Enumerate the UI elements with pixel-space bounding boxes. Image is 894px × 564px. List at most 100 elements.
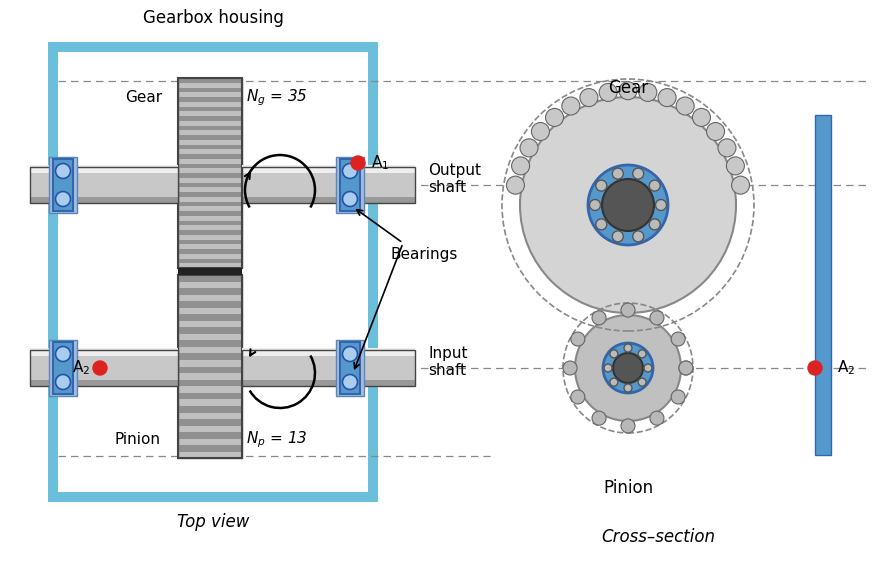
Bar: [340, 159, 360, 211]
Text: A$_2$: A$_2$: [72, 359, 90, 377]
Circle shape: [93, 361, 107, 375]
Circle shape: [671, 390, 685, 404]
Circle shape: [808, 361, 822, 375]
Circle shape: [612, 168, 623, 179]
Text: Cross–section: Cross–section: [601, 528, 715, 546]
Circle shape: [342, 346, 358, 362]
Bar: [178, 393, 242, 399]
Bar: [30, 167, 178, 203]
Text: $N_g$ = 35: $N_g$ = 35: [246, 87, 308, 108]
Text: Pinion: Pinion: [115, 433, 161, 447]
Bar: [815, 115, 831, 455]
Text: A$_1$: A$_1$: [371, 153, 389, 173]
Circle shape: [649, 180, 660, 191]
Bar: [178, 268, 242, 275]
Text: Gear: Gear: [608, 79, 648, 97]
Bar: [178, 192, 242, 197]
Bar: [242, 197, 415, 203]
Circle shape: [650, 311, 664, 325]
Bar: [178, 419, 242, 426]
Circle shape: [693, 108, 711, 126]
Circle shape: [610, 350, 618, 358]
Circle shape: [633, 231, 644, 242]
Circle shape: [531, 122, 550, 140]
Circle shape: [727, 157, 745, 175]
Circle shape: [511, 157, 529, 175]
Bar: [178, 367, 242, 373]
Circle shape: [595, 219, 607, 230]
Circle shape: [55, 164, 71, 178]
Text: A$_2$: A$_2$: [837, 359, 856, 377]
Bar: [178, 87, 242, 92]
Bar: [178, 126, 242, 130]
Bar: [178, 135, 242, 140]
Bar: [30, 165, 178, 173]
Bar: [178, 230, 242, 235]
Bar: [178, 327, 242, 334]
Bar: [30, 348, 178, 356]
Circle shape: [671, 332, 685, 346]
Bar: [178, 78, 242, 83]
Bar: [178, 275, 242, 458]
Circle shape: [604, 364, 612, 372]
Bar: [178, 275, 242, 458]
Bar: [178, 211, 242, 216]
Bar: [336, 157, 364, 213]
Bar: [178, 445, 242, 452]
Bar: [242, 350, 415, 386]
Text: Output
shaft: Output shaft: [428, 163, 481, 195]
Circle shape: [706, 122, 724, 140]
Circle shape: [351, 156, 365, 170]
Circle shape: [638, 378, 646, 386]
Bar: [178, 144, 242, 149]
Circle shape: [624, 344, 632, 352]
Circle shape: [655, 200, 667, 210]
Circle shape: [342, 192, 358, 206]
Text: $N_p$ = 13: $N_p$ = 13: [246, 430, 308, 450]
Circle shape: [575, 315, 681, 421]
Bar: [178, 249, 242, 254]
Circle shape: [676, 97, 694, 115]
Bar: [242, 348, 415, 356]
Circle shape: [506, 176, 525, 194]
Bar: [178, 78, 242, 268]
Circle shape: [592, 411, 606, 425]
Text: Pinion: Pinion: [603, 479, 653, 497]
Circle shape: [588, 165, 668, 245]
Bar: [178, 301, 242, 308]
Bar: [178, 164, 242, 169]
Bar: [49, 340, 77, 396]
Bar: [178, 432, 242, 439]
Circle shape: [649, 219, 660, 230]
Bar: [178, 221, 242, 226]
Bar: [30, 197, 178, 203]
Bar: [178, 116, 242, 121]
Circle shape: [520, 97, 736, 313]
Circle shape: [612, 231, 623, 242]
Bar: [178, 107, 242, 112]
Bar: [49, 157, 77, 213]
Circle shape: [589, 200, 601, 210]
Circle shape: [595, 180, 607, 191]
Circle shape: [610, 378, 618, 386]
Circle shape: [563, 361, 578, 375]
Circle shape: [592, 311, 606, 325]
Bar: [336, 340, 364, 396]
Text: Bearings: Bearings: [390, 248, 458, 262]
Circle shape: [679, 361, 693, 375]
Bar: [242, 350, 415, 386]
Circle shape: [603, 343, 653, 393]
Circle shape: [718, 139, 736, 157]
Circle shape: [619, 82, 637, 100]
Circle shape: [633, 168, 644, 179]
Bar: [178, 406, 242, 412]
Circle shape: [545, 108, 563, 126]
Text: Input
shaft: Input shaft: [428, 346, 468, 378]
Bar: [178, 354, 242, 360]
Bar: [178, 275, 242, 282]
Circle shape: [658, 89, 676, 107]
Circle shape: [621, 303, 635, 317]
Bar: [178, 173, 242, 178]
Circle shape: [624, 384, 632, 392]
Bar: [178, 97, 242, 102]
